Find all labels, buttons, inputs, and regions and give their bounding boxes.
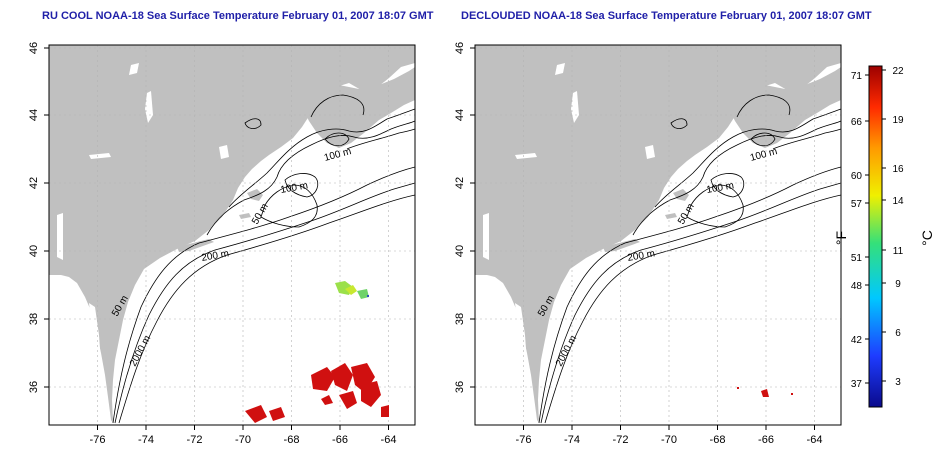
colorbar-c-label: 11 [893,246,904,257]
contour-label-100m-mid: 100 m [280,180,309,196]
colorbar-c-label: 6 [895,328,901,339]
lat-tick-label: 44 [28,109,40,121]
map-panel-right: 100 m 100 m 50 m 200 m 50 m 2000 m [474,44,842,426]
colorbar-c-label: 3 [895,377,901,388]
axes-left: -76 -74 -72 -70 -68 -66 -64 46 44 42 40 38 36 [28,42,396,446]
colorbar-f-label: 71 [851,71,863,82]
lat-tick-label: 36 [454,381,466,393]
lon-tick-label: -66 [758,434,774,446]
lat-tick-label: 38 [454,313,466,325]
contour-label-100m-mid: 100 m [706,180,735,196]
colorbar-f-label: 48 [851,281,863,292]
lon-tick-label: -74 [564,434,580,446]
colorbar-c-label: 22 [892,66,904,77]
contour-label-2000m: 2000 m [128,334,153,369]
lat-tick-label: 40 [28,245,40,257]
colorbar-f-label: 60 [851,171,863,182]
contour-label-100m-north: 100 m [749,146,779,164]
lon-tick-label: -64 [381,434,397,446]
lat-tick-label: 42 [28,177,40,189]
contour-label-200m: 200 m [201,248,230,264]
axes-right: -76 -74 -72 -70 -68 -66 -64 46 44 42 40 38 36 [454,42,822,446]
panel-title-right: DECLOUDED NOAA-18 Sea Surface Temperatur… [461,10,872,22]
lat-tick-label: 42 [454,177,466,189]
colorbar-f-label: 66 [851,117,863,128]
sst-pixels-left [245,281,389,423]
colorbar-ticks: 71 66 60 57 51 48 42 37 22 19 16 14 11 9 6 3 [851,66,904,390]
lon-tick-label: -64 [807,434,823,446]
lon-tick-label: -66 [332,434,348,446]
lon-tick-label: -68 [284,434,300,446]
lon-tick-label: -70 [661,434,677,446]
colorbar-unit-fahrenheit: °F [833,231,849,245]
colorbar-f-label: 51 [851,253,863,264]
lat-tick-label: 40 [454,245,466,257]
contour-label-100m-north: 100 m [323,146,353,164]
panel-title-left: RU COOL NOAA-18 Sea Surface Temperature … [42,10,434,22]
lon-tick-label: -68 [710,434,726,446]
map-frame-left [48,44,416,426]
lon-tick-label: -72 [613,434,629,446]
colorbar-c-label: 9 [895,279,901,290]
contour-label-2000m: 2000 m [554,334,579,369]
colorbar-c-label: 16 [892,164,904,175]
colorbar-f-label: 42 [851,335,863,346]
colorbar-gradient [868,65,883,408]
lon-tick-label: -72 [187,434,203,446]
lat-tick-label: 46 [28,42,40,54]
colorbar-c-label: 14 [892,196,904,207]
colorbar-f-label: 37 [851,379,863,390]
contour-labels-left: 100 m 100 m 50 m 200 m 50 m 2000 m [110,146,353,368]
colorbar-f-label: 57 [851,199,863,210]
lon-tick-label: -74 [138,434,154,446]
lon-tick-label: -76 [516,434,532,446]
lat-tick-label: 44 [454,109,466,121]
contour-label-50m-bank: 50 m [676,202,697,227]
contour-label-200m: 200 m [627,248,656,264]
lat-tick-label: 46 [454,42,466,54]
colorbar-c-label: 19 [892,115,904,126]
colorbar-unit-celsius: °C [919,230,935,246]
lon-tick-label: -70 [235,434,251,446]
contour-label-50m-bank: 50 m [250,202,271,227]
lat-tick-label: 36 [28,381,40,393]
map-frame-right [474,44,842,426]
sst-pixels-right [737,387,793,397]
lon-tick-label: -76 [90,434,106,446]
lat-tick-label: 38 [28,313,40,325]
map-panel-left: 100 m 100 m 50 m 200 m 50 m 2000 m [48,44,416,426]
colorbar: 71 66 60 57 51 48 42 37 22 19 16 14 11 9 6 3 °F °C [833,65,935,408]
